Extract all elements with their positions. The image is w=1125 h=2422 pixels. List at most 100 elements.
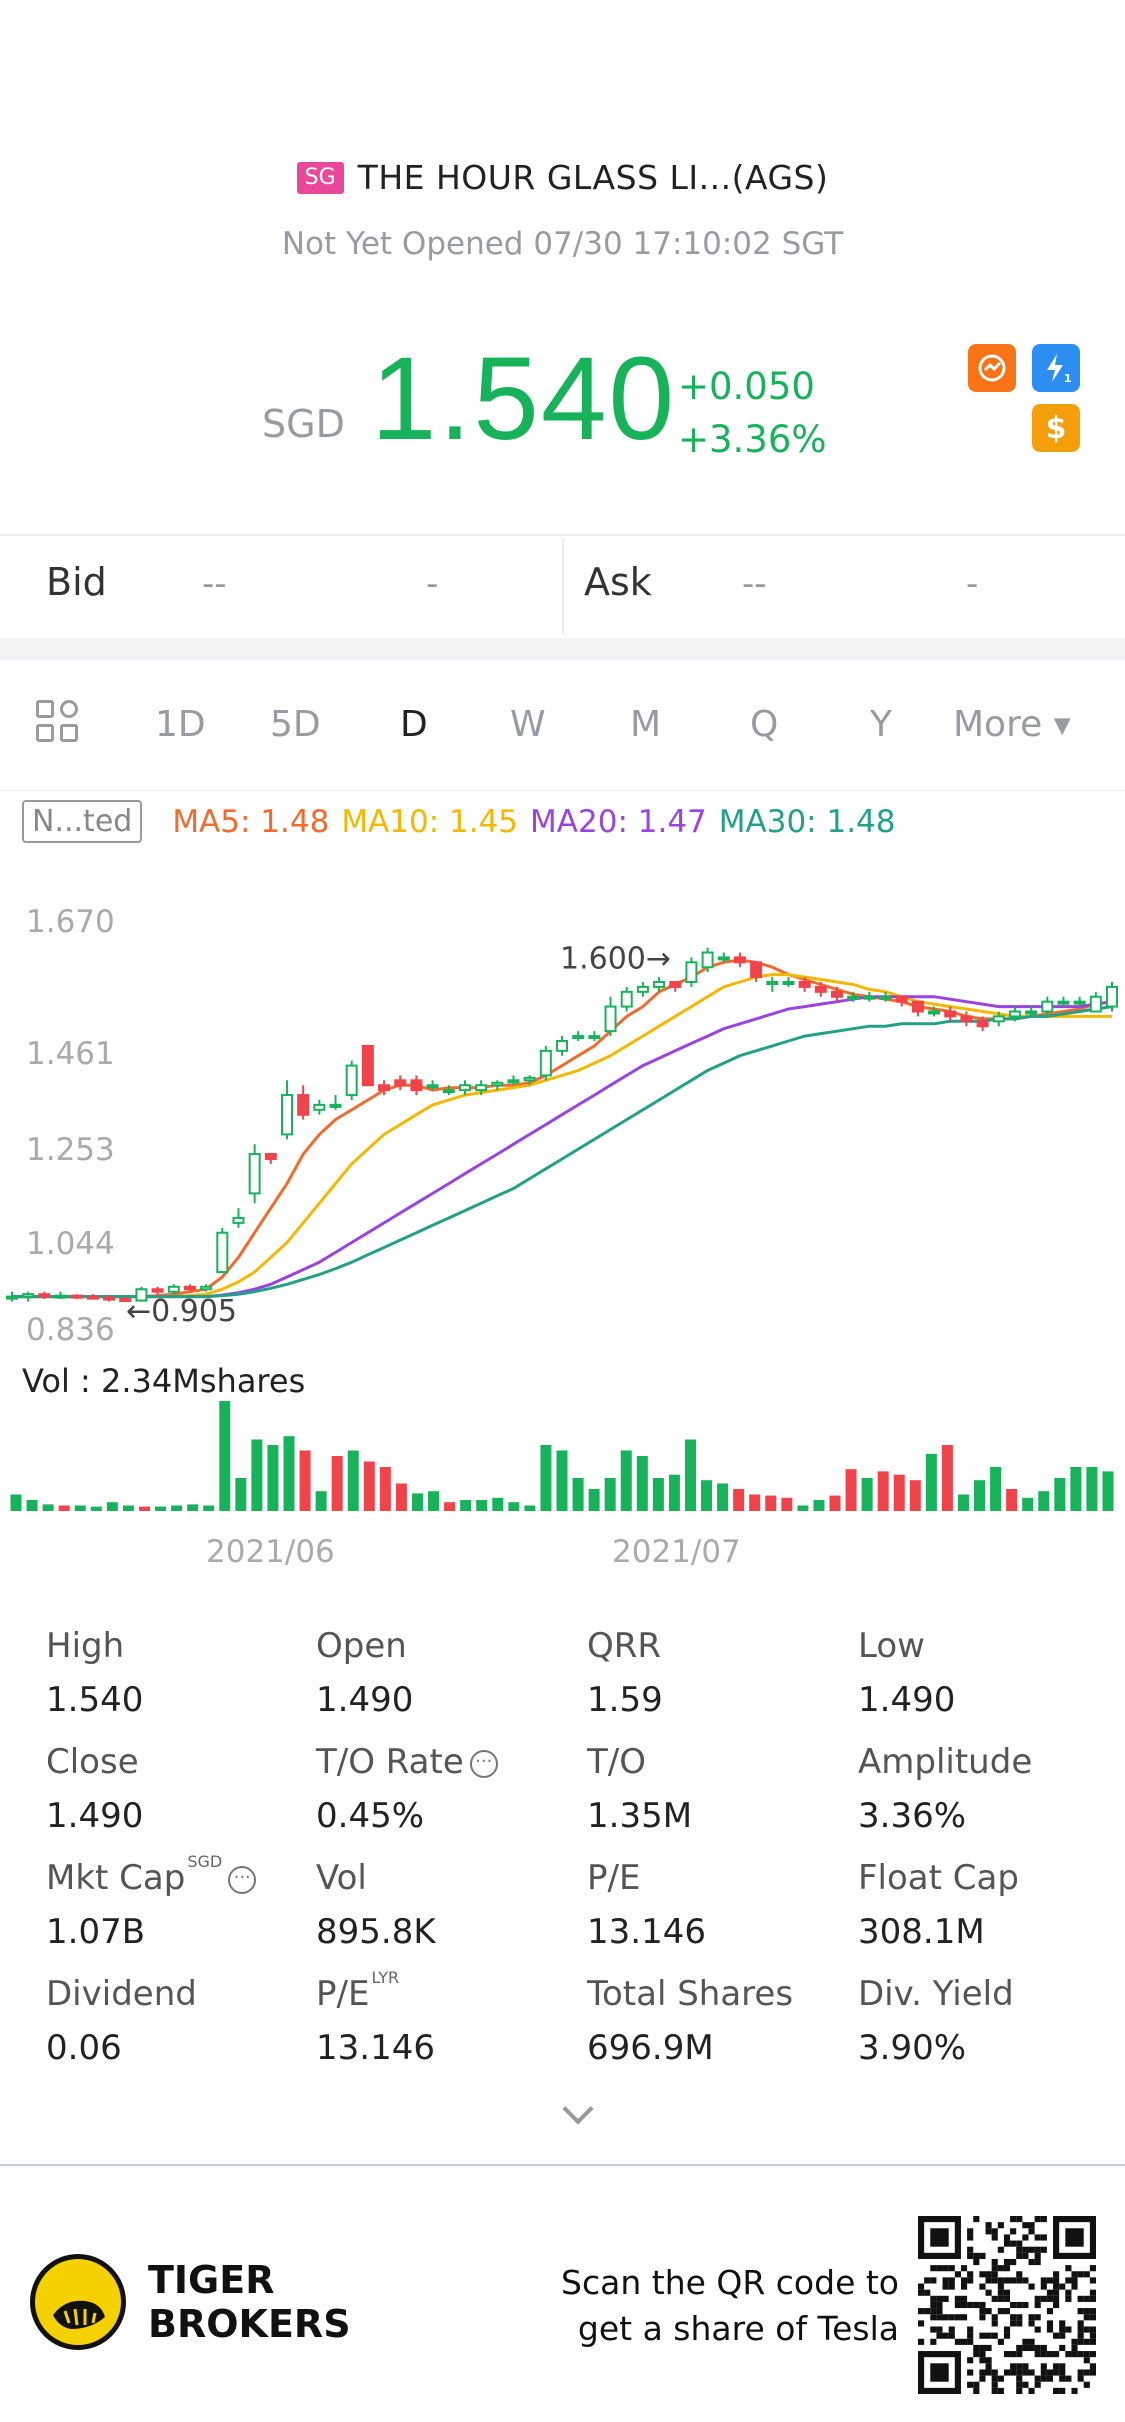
brand-name: TIGER BROKERS [148,2258,351,2346]
tab-y[interactable]: Y [870,704,892,745]
candle [750,961,763,982]
stat-item: Dividend 0.06 [46,1974,316,2068]
candle [814,981,827,997]
y-tick-label: 1.253 [26,1132,115,1168]
period-tabs: 1D 5D D W M Q Y More ▼ [0,694,1125,764]
volume-bar [701,1480,713,1511]
stat-label: Low [858,1626,1125,1666]
currency-label: SGD [262,402,345,446]
volume-bar [187,1504,199,1511]
volume-bar [524,1505,536,1511]
candle [167,1284,180,1295]
tab-w[interactable]: W [510,704,546,745]
volume-bar [219,1401,231,1511]
tab-5d[interactable]: 5D [270,704,321,745]
stat-label: T/O [587,1742,857,1782]
stat-item: Amplitude 3.36% [858,1742,1125,1836]
tab-m[interactable]: M [630,704,662,745]
stat-label: Close [46,1742,316,1782]
candle [54,1291,67,1300]
candle [831,986,843,1002]
stat-item: Low 1.490 [858,1626,1125,1720]
volume-bar [171,1505,183,1511]
price-row: SGD 1.540 [262,340,676,458]
volume-bar [283,1436,295,1511]
ma5-line [12,958,1113,1299]
stat-label-text: Total Shares [587,1974,794,2014]
candle [491,1080,504,1091]
candle [248,1144,261,1204]
stat-item: P/E LYR 13.146 [316,1968,586,2068]
candle [458,1080,471,1096]
volume-bar [893,1474,905,1511]
candle [847,991,860,1002]
stat-label-text: P/E [316,1974,370,2014]
candle [6,1291,18,1302]
refresh-icon[interactable] [968,344,1016,392]
x-tick-label: 2021/06 [206,1534,335,1570]
candle [297,1085,310,1120]
stat-value: 1.35M [587,1796,693,1836]
volume-bar [10,1494,22,1511]
price-change: +0.050 +3.36% [678,360,827,466]
adjustment-toggle[interactable]: N...ted [22,800,143,843]
tab-1d[interactable]: 1D [155,704,206,745]
stat-label: T/O Rate ··· [316,1742,586,1782]
stat-superscript: LYR [371,1968,400,1987]
ask-label: Ask [584,560,652,604]
dollar-icon[interactable]: $ [1032,404,1080,452]
stat-value: 696.9M [587,2028,714,2068]
candle [604,996,617,1037]
stat-label-text: High [46,1626,125,1666]
tab-q[interactable]: Q [750,704,779,745]
stat-label-text: Float Cap [858,1858,1019,1898]
candle [620,986,633,1012]
stat-label: P/E [587,1858,857,1898]
info-dots-icon[interactable]: ··· [228,1865,257,1894]
stat-label: Mkt Cap SGD ··· [46,1852,316,1898]
tab-d[interactable]: D [400,704,428,745]
x-tick-label: 2021/07 [612,1534,741,1570]
candle [1106,981,1118,1012]
volume-bar [122,1505,134,1511]
scan-prompt: Scan the QR code to get a share of Tesla [561,2260,899,2352]
volume-bar [749,1494,761,1511]
volume-bar [42,1504,54,1511]
info-dots-icon[interactable]: ··· [469,1749,498,1778]
volume-bar [203,1505,215,1511]
candle [911,1000,924,1017]
volume-bar [797,1505,809,1511]
volume-bar [620,1450,632,1511]
volume-bar [781,1497,793,1511]
chevron-down-icon[interactable] [562,2093,594,2125]
volume-bar [829,1495,841,1511]
bid-size: - [426,564,439,604]
volume-bar [861,1478,873,1511]
scan-line2: get a share of Tesla [577,2309,899,2348]
ask-price: -- [742,564,767,604]
candle [442,1085,455,1096]
candle [1073,996,1086,1007]
candle [345,1060,358,1100]
volume-bar [556,1450,568,1511]
volume-bar [1086,1467,1098,1511]
candle [1057,996,1070,1007]
volume-chart[interactable] [0,1395,1125,1515]
volume-bar [379,1467,391,1511]
stat-label-text: Open [316,1626,407,1666]
y-tick-label: 1.461 [26,1036,115,1072]
candlestick-chart[interactable]: 1.600→ ←0.905 [0,880,1125,1340]
layout-grid-icon[interactable] [36,700,80,744]
candle [976,1016,989,1032]
tab-more[interactable]: More ▼ [953,704,1071,745]
volume-bar [668,1474,680,1511]
candle [264,1153,277,1164]
candle [588,1031,601,1041]
lightning-level1-icon[interactable]: 1 [1032,344,1080,392]
stat-label-text: Close [46,1742,139,1782]
stat-label: Dividend [46,1974,316,2014]
stat-value: 1.07B [46,1912,146,1952]
divider [0,534,1125,536]
candle [86,1294,99,1300]
candle [717,952,730,963]
